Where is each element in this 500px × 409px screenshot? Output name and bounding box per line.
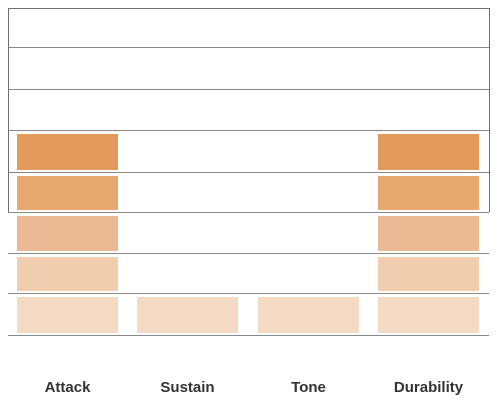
bar-cell-durability-level-4 — [378, 176, 479, 210]
grid-layer — [8, 8, 490, 336]
bar-cell-sustain-level-1 — [137, 297, 238, 333]
bar-cell-attack-level-2 — [17, 257, 118, 291]
category-label-sustain: Sustain — [160, 379, 214, 396]
bar-cell-durability-level-1 — [378, 297, 479, 333]
bar-cell-attack-level-1 — [17, 297, 118, 333]
labels-layer: Attack Sustain Tone Durability — [45, 379, 464, 396]
bar-cell-attack-level-3 — [17, 216, 118, 251]
bar-cell-tone-level-1 — [258, 297, 359, 333]
bar-cell-durability-level-3 — [378, 216, 479, 251]
bar-cell-attack-level-4 — [17, 176, 118, 210]
bar-cell-durability-level-5 — [378, 134, 479, 170]
category-label-attack: Attack — [45, 379, 92, 396]
cells-layer — [17, 134, 479, 333]
bar-cell-durability-level-2 — [378, 257, 479, 291]
bar-cell-attack-level-5 — [17, 134, 118, 170]
category-label-tone: Tone — [291, 379, 326, 396]
category-label-durability: Durability — [394, 379, 464, 396]
